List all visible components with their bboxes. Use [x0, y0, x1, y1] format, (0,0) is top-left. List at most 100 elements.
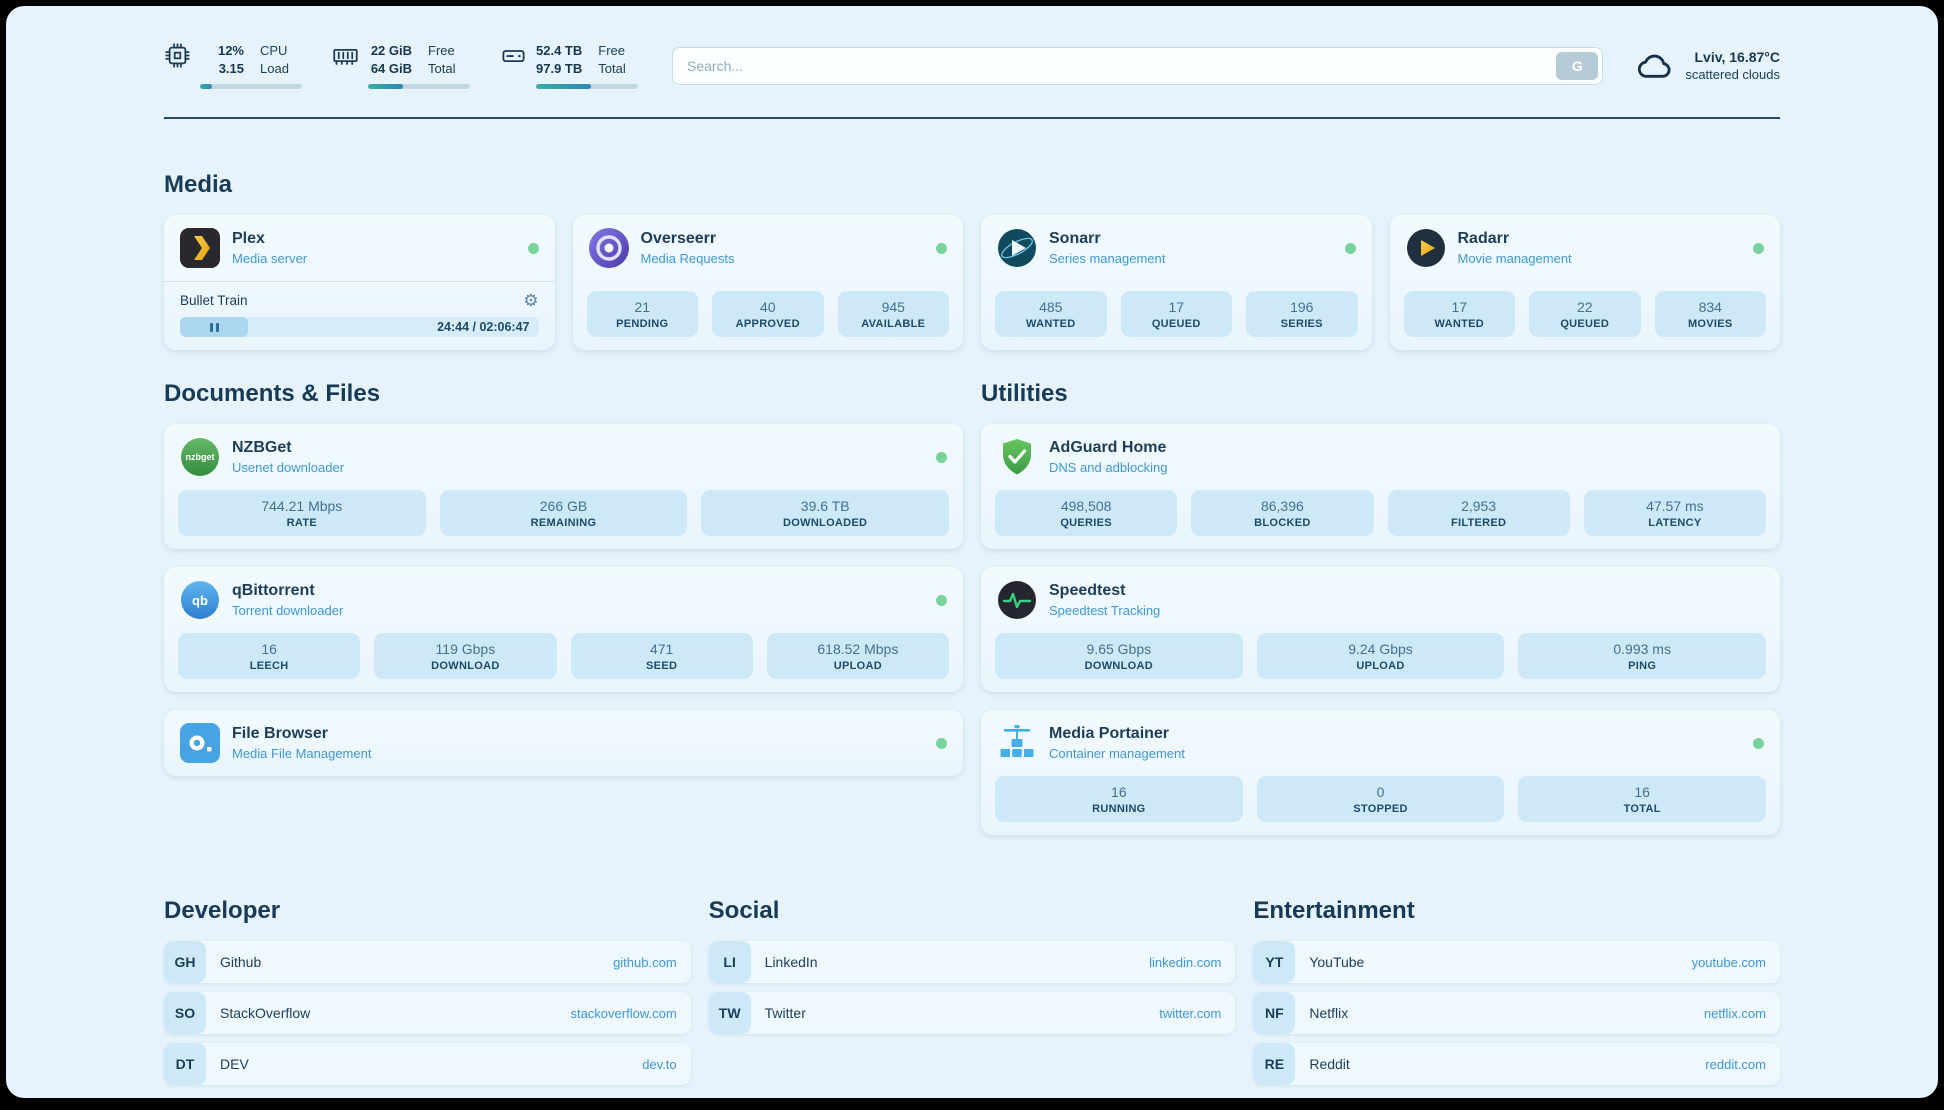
app-subtitle: Media server — [232, 251, 308, 267]
stat-box: 17 WANTED — [1403, 291, 1515, 338]
stat-box: 21 PENDING — [586, 291, 698, 338]
disk-bar — [536, 84, 638, 90]
stat-box: 17 QUEUED — [1120, 291, 1232, 338]
top-bar: 12% 3.15 CPU Load — [164, 42, 1780, 120]
status-dot — [936, 737, 947, 749]
radarr-icon — [1406, 228, 1446, 268]
ram-total-label: Total — [428, 61, 456, 77]
disk-total-label: Total — [598, 61, 626, 77]
stat-box: 16 LEECH — [178, 633, 361, 680]
app-card-overseerr[interactable]: Overseerr Media Requests 21 PENDING 40 A… — [572, 215, 963, 351]
section-entertainment: Entertainment YT YouTube youtube.com NF … — [1253, 897, 1780, 1086]
app-card-sonarr[interactable]: Sonarr Series management 485 WANTED 17 Q… — [981, 215, 1372, 351]
playback-time: 24:44 / 02:06:47 — [437, 320, 530, 335]
section-developer: Developer GH Github github.com SO StackO… — [164, 897, 691, 1086]
bookmark-reddit[interactable]: RE Reddit reddit.com — [1253, 1043, 1780, 1086]
app-name: Sonarr — [1049, 230, 1101, 248]
bookmark-twitter[interactable]: TW Twitter twitter.com — [708, 992, 1236, 1035]
bookmark-stackoverflow[interactable]: SO StackOverflow stackoverflow.com — [164, 992, 691, 1035]
bookmark-netflix[interactable]: NF Netflix netflix.com — [1253, 992, 1780, 1035]
ram-free: 22 GiB — [370, 43, 412, 58]
plex-icon — [180, 228, 220, 269]
dashboard-screen: 12% 3.15 CPU Load — [6, 6, 1938, 1098]
system-metrics: 12% 3.15 CPU Load — [164, 42, 638, 90]
gear-icon[interactable]: ⚙ — [523, 291, 539, 311]
stackoverflow-icon: SO — [164, 992, 206, 1035]
app-subtitle: DNS and adblocking — [1049, 460, 1168, 476]
app-card-nzbget[interactable]: nzbget NZBGet Usenet downloader 744.21 M… — [164, 424, 963, 550]
stat-box: 86,396 BLOCKED — [1191, 490, 1374, 537]
app-name: Media Portainer — [1049, 725, 1170, 743]
app-subtitle: Torrent downloader — [232, 603, 344, 619]
app-card-speedtest[interactable]: Speedtest Speedtest Tracking 9.65 Gbps D… — [981, 567, 1780, 693]
github-icon: GH — [164, 941, 206, 984]
cpu-bar — [200, 84, 302, 90]
stat-box: 834 MOVIES — [1654, 291, 1766, 338]
ram-total: 64 GiB — [370, 61, 412, 77]
linkedin-icon: LI — [708, 941, 751, 984]
search-bar: G — [672, 46, 1604, 85]
developer-section-title: Developer — [164, 897, 281, 925]
portainer-icon — [997, 723, 1037, 763]
stat-box: 618.52 Mbps UPLOAD — [766, 633, 949, 680]
bookmark-linkedin[interactable]: LI LinkedIn linkedin.com — [708, 941, 1236, 984]
pause-icon[interactable] — [209, 322, 219, 332]
search-input[interactable] — [672, 46, 1604, 85]
weather-widget: Lviv, 16.87°C scattered clouds — [1637, 47, 1780, 85]
app-name: NZBGet — [232, 439, 292, 457]
stat-box: 40 APPROVED — [712, 291, 824, 338]
bookmark-github[interactable]: GH Github github.com — [164, 941, 691, 984]
status-dot — [936, 594, 947, 606]
status-dot — [527, 242, 539, 254]
reddit-icon: RE — [1253, 1043, 1296, 1086]
app-name: AdGuard Home — [1049, 439, 1167, 457]
youtube-icon: YT — [1253, 941, 1296, 984]
app-name: Speedtest — [1049, 582, 1126, 600]
ram-bar — [368, 84, 470, 90]
app-card-radarr[interactable]: Radarr Movie management 17 WANTED 22 QUE… — [1389, 215, 1780, 351]
entertainment-section-title: Entertainment — [1253, 897, 1415, 925]
cpu-load-label: Load — [260, 61, 289, 77]
section-media: Media Plex Media server — [164, 171, 1780, 351]
disk-total: 97.9 TB — [536, 61, 583, 77]
disk-widget: 52.4 TB 97.9 TB Free Total — [500, 42, 638, 90]
bookmark-youtube[interactable]: YT YouTube youtube.com — [1253, 941, 1780, 984]
weather-location: Lviv, 16.87°C — [1694, 49, 1781, 66]
app-subtitle: Series management — [1049, 251, 1166, 267]
status-dot — [1753, 737, 1764, 749]
app-card-filebrowser[interactable]: File Browser Media File Management — [164, 710, 963, 777]
app-name: qBittorrent — [232, 582, 315, 600]
cloud-icon — [1637, 47, 1675, 85]
stat-box: 196 SERIES — [1246, 291, 1358, 338]
app-card-portainer[interactable]: Media Portainer Container management 16 … — [981, 710, 1780, 836]
bookmark-dev[interactable]: DT DEV dev.to — [164, 1043, 691, 1086]
search-engine-button[interactable]: G — [1556, 51, 1599, 80]
utilities-section-title: Utilities — [981, 380, 1068, 408]
section-social: Social LI LinkedIn linkedin.com TW Twitt… — [708, 897, 1236, 1035]
disk-free: 52.4 TB — [536, 43, 583, 58]
now-playing-title: Bullet Train — [180, 293, 248, 309]
status-dot — [1344, 242, 1356, 254]
stat-box: 471 SEED — [570, 633, 753, 680]
stat-box: 47.57 ms LATENCY — [1583, 490, 1766, 537]
ram-free-label: Free — [428, 43, 455, 58]
app-card-plex[interactable]: Plex Media server Bullet Train ⚙ — [164, 215, 555, 351]
svg-text:qb: qb — [192, 593, 208, 608]
disk-free-label: Free — [598, 43, 625, 58]
qbittorrent-icon: qb — [180, 580, 220, 620]
app-name: Plex — [232, 230, 265, 248]
playback-progress-bar[interactable]: 24:44 / 02:06:47 — [180, 317, 539, 338]
app-subtitle: Usenet downloader — [232, 460, 345, 476]
app-card-adguard[interactable]: AdGuard Home DNS and adblocking 498,508 … — [981, 424, 1780, 550]
stat-box: 498,508 QUERIES — [995, 490, 1178, 537]
stat-box: 2,953 FILTERED — [1387, 490, 1570, 537]
weather-condition: scattered clouds — [1685, 67, 1780, 83]
adguard-icon — [997, 437, 1037, 477]
cpu-percent: 12% — [217, 43, 244, 58]
app-subtitle: Speedtest Tracking — [1049, 603, 1161, 619]
nzbget-icon: nzbget — [180, 437, 220, 477]
social-section-title: Social — [708, 897, 780, 925]
app-subtitle: Media Requests — [640, 251, 735, 267]
app-card-qbittorrent[interactable]: qb qBittorrent Torrent downloader 16 LEE… — [164, 567, 963, 693]
app-subtitle: Media File Management — [232, 746, 372, 762]
